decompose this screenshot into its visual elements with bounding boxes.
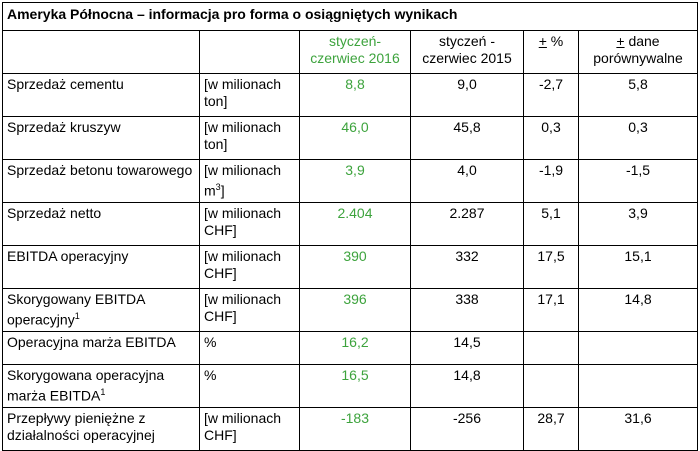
row-unit: [w milionach ton] [199,116,300,160]
row-label: Skorygowany EBITDA operacyjny1 [2,288,200,332]
value-2016: 46,0 [299,116,411,160]
value-lfl: 5,8 [578,73,698,117]
value-2015: 338 [410,288,524,332]
value-2015: 2.287 [410,202,524,246]
label-text: Skorygowany EBITDA operacyjny [7,291,145,328]
value-pct: -1,9 [523,159,579,203]
value-pct: 0,3 [523,116,579,160]
row-label: Operacyjna marża EBITDA [2,331,200,365]
row-label: Skorygowana operacyjna marża EBITDA1 [2,364,200,408]
footnote-marker: 1 [74,311,80,321]
value-lfl: 14,8 [578,288,698,332]
header-lfl-text: dane porównywalne [593,33,683,66]
table-row: Przepływy pieniężne z działalności opera… [2,407,698,451]
value-lfl: -1,5 [578,159,698,203]
value-2016: 3,9 [299,159,411,203]
value-lfl [578,331,698,365]
value-pct: -2,7 [523,73,579,117]
value-pct: 17,1 [523,288,579,332]
table-row: Skorygowany EBITDA operacyjny1 [w milion… [2,288,698,332]
header-pct-text: % [546,33,564,49]
header-2015: styczeń - czerwiec 2015 [410,30,524,74]
plus-minus-sign: + [616,33,625,49]
value-2015: 14,5 [410,331,524,365]
value-2015: 332 [410,245,524,289]
row-label: Sprzedaż kruszyw [2,116,200,160]
value-pct [523,364,579,408]
value-2016: 16,2 [299,331,411,365]
header-empty-label [2,30,200,74]
title-row: Ameryka Północna – informacja pro forma … [2,2,698,31]
table-row: Sprzedaż betonu towarowego [w milionach … [2,159,698,203]
row-unit: [w milionach CHF] [199,288,300,332]
value-lfl: 0,3 [578,116,698,160]
value-2016: 390 [299,245,411,289]
row-unit: [w milionach CHF] [199,202,300,246]
row-label: EBITDA operacyjny [2,245,200,289]
unit-tail: ] [220,182,225,199]
row-label: Przepływy pieniężne z działalności opera… [2,407,200,451]
row-unit: % [199,331,300,365]
value-lfl [578,364,698,408]
value-lfl: 31,6 [578,407,698,451]
value-2016: 396 [299,288,411,332]
plus-minus-sign: + [538,33,547,49]
value-2016: -183 [299,407,411,451]
table-row: Sprzedaż cementu [w milionach ton] 8,8 9… [2,73,698,117]
header-pct: + % [523,30,579,74]
header-row: styczeń-czerwiec 2016 styczeń - czerwiec… [2,30,698,74]
row-unit: [w milionach CHF] [199,407,300,451]
row-label: Sprzedaż betonu towarowego [2,159,200,203]
value-2015: 9,0 [410,73,524,117]
table-row: Skorygowana operacyjna marża EBITDA1 % 1… [2,364,698,408]
value-pct: 28,7 [523,407,579,451]
table-title: Ameryka Północna – informacja pro forma … [2,2,698,31]
value-lfl: 3,9 [578,202,698,246]
row-unit: [w milionach m3] [199,159,300,203]
table-row: Sprzedaż kruszyw [w milionach ton] 46,0 … [2,116,698,160]
unit-superscript: 3 [215,182,221,192]
header-empty-unit [199,30,300,74]
value-2016: 8,8 [299,73,411,117]
value-lfl: 15,1 [578,245,698,289]
label-text: Skorygowana operacyjna marża EBITDA [7,367,165,404]
row-unit: % [199,364,300,408]
value-2015: 45,8 [410,116,524,160]
row-unit: [w milionach CHF] [199,245,300,289]
table-row: Sprzedaż netto [w milionach CHF] 2.404 2… [2,202,698,246]
row-label: Sprzedaż netto [2,202,200,246]
value-2015: 4,0 [410,159,524,203]
table-row: EBITDA operacyjny [w milionach CHF] 390 … [2,245,698,289]
value-2015: -256 [410,407,524,451]
value-pct: 17,5 [523,245,579,289]
value-2016: 2.404 [299,202,411,246]
unit-text: [w milionach m [204,162,282,199]
row-unit: [w milionach ton] [199,73,300,117]
header-2016: styczeń-czerwiec 2016 [299,30,411,74]
value-pct: 5,1 [523,202,579,246]
footnote-marker: 1 [100,387,106,397]
row-label: Sprzedaż cementu [2,73,200,117]
header-lfl: + dane porównywalne [578,30,698,74]
value-2015: 14,8 [410,364,524,408]
value-pct [523,331,579,365]
value-2016: 16,5 [299,364,411,408]
table-row: Operacyjna marża EBITDA % 16,2 14,5 [2,331,698,365]
